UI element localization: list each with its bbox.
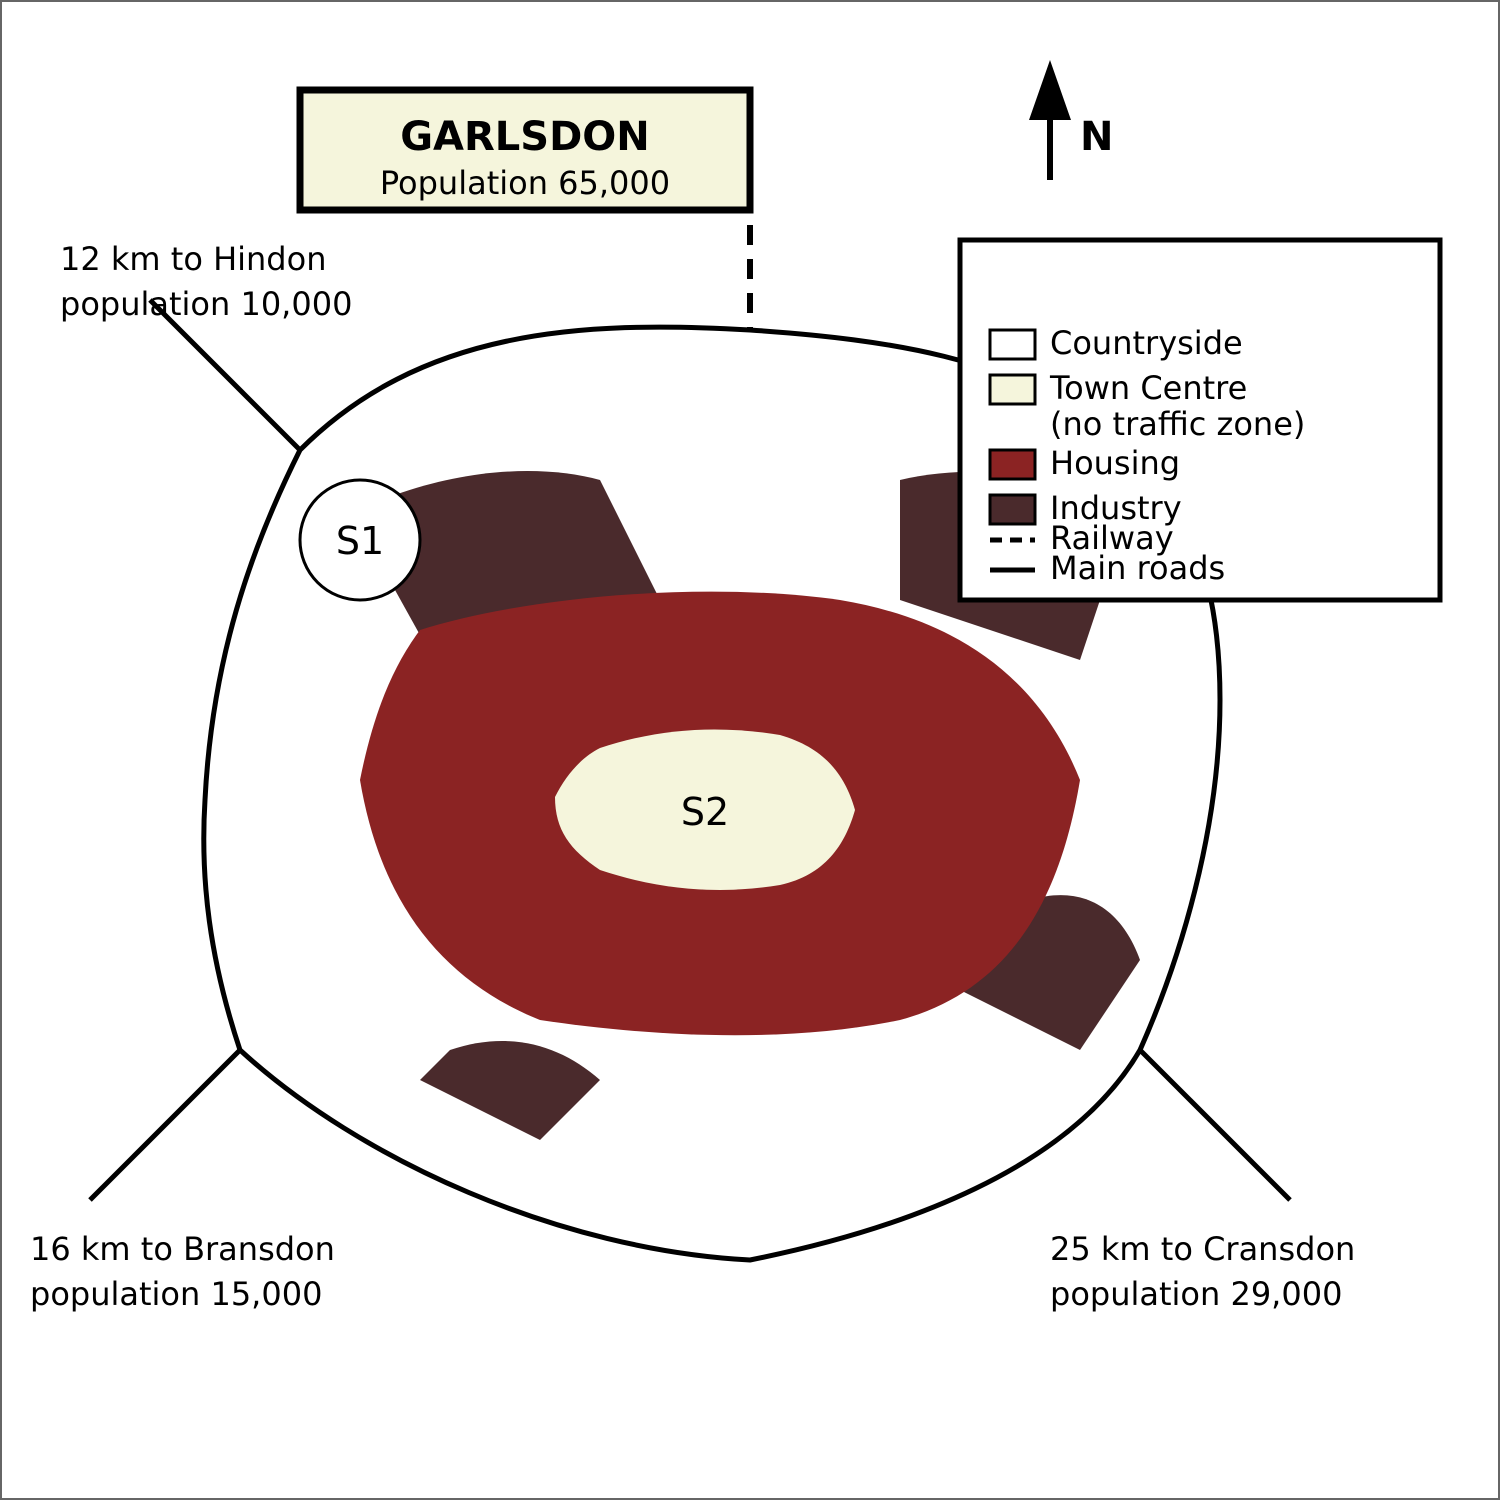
road-to-bransdon (88, 1048, 242, 1202)
site-s1-label: S1 (336, 519, 384, 563)
north-arrow-icon (1029, 60, 1071, 120)
legend-box (957, 237, 1443, 603)
site-s1-marker (298, 478, 422, 602)
north-arrow: N (1029, 60, 1113, 180)
road-to-cransdon (1138, 1048, 1292, 1202)
hindon-population-label: population 10,000 (60, 285, 352, 323)
legend-swatch-countryside (988, 328, 1037, 361)
town-name: GARLSDON (400, 114, 650, 160)
bransdon-distance-label: 16 km to Bransdon (30, 1230, 335, 1268)
industry-area-northwest (395, 471, 660, 635)
legend-label-industry: Industry (1050, 489, 1182, 527)
cransdon-population-label: population 29,000 (1050, 1275, 1342, 1313)
industry-area-southwest (420, 1041, 600, 1140)
town-population: Population 65,000 (380, 164, 670, 202)
legend-swatch-town-centre (988, 373, 1037, 406)
road-to-hindon (148, 298, 302, 452)
legend-label-countryside: Countryside (1050, 324, 1243, 362)
legend-swatch-industry (988, 493, 1037, 526)
town-centre-area (555, 729, 855, 890)
legend-label-main-roads: Main roads (1050, 549, 1225, 587)
legend-swatch-housing (988, 448, 1037, 481)
legend-label-no-traffic-zone: (no traffic zone) (1050, 405, 1305, 443)
legend-label-railway: Railway (1050, 519, 1174, 557)
north-label: N (1080, 114, 1113, 160)
title-box: GARLSDON Population 65,000 (296, 86, 754, 214)
bransdon-population-label: population 15,000 (30, 1275, 322, 1313)
hindon-distance-label: 12 km to Hindon (60, 240, 326, 278)
site-s2-label: S2 (681, 790, 729, 834)
cransdon-distance-label: 25 km to Cransdon (1050, 1230, 1355, 1268)
legend: Countryside Town Centre (no traffic zone… (957, 237, 1443, 603)
legend-label-town-centre: Town Centre (1049, 369, 1247, 407)
legend-label-housing: Housing (1050, 444, 1180, 482)
